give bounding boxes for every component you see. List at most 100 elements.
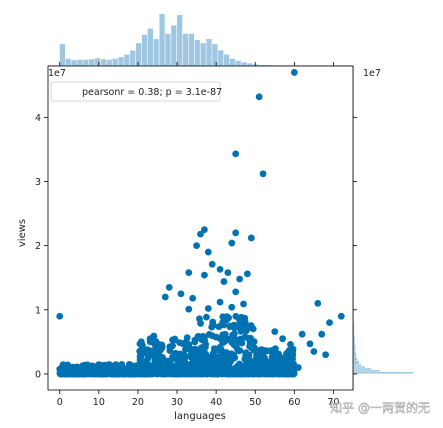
scatter-point [161,293,169,301]
scatter-point [289,351,297,359]
scatter-point [208,323,216,331]
scatter-point [220,321,228,329]
y-axis-label: views [17,219,28,247]
scatter-point [183,334,191,342]
scatter-point [228,356,236,364]
scatter-point [147,350,155,358]
y-hist-bar [353,344,356,352]
scatter-point [221,330,229,338]
scatter-point [240,300,247,308]
scatter-point [157,359,165,367]
scatter-point [116,362,124,369]
x-tick-label: 40 [210,397,222,408]
scatter-point [211,353,219,360]
x-hist-bar [182,33,189,66]
scatter-point [228,339,236,346]
scatter-point [269,346,277,354]
y-tick-label: 0 [35,369,41,380]
scatter-point [189,294,197,302]
scatter-point [204,248,212,256]
x-hist-bar [188,33,195,66]
scatter-point [222,357,230,365]
scatter-point [191,338,199,346]
scatter-point [298,330,306,338]
legend-box [50,81,221,102]
scatter-point [287,341,294,348]
scatter-points [56,69,345,378]
scatter-point [200,343,208,351]
x-hist-bar [194,40,200,66]
y-hist-scale-multiplier: 1e7 [363,68,381,79]
scatter-point [279,335,287,343]
scatter-point [259,170,267,178]
scatter-point [56,312,64,320]
scatter-point [183,342,190,350]
scatter-point [244,270,251,278]
scatter-point [247,234,255,242]
scatter-point [263,347,271,355]
x-hist-bar [141,34,148,66]
y-hist-bar [353,368,371,370]
x-hist-bar [71,60,77,66]
scatter-point [259,356,267,363]
legend-text: pearsonr = 0.38; p = 3.1e-87 [82,87,222,98]
scatter-point [199,351,207,359]
x-tick-label: 10 [93,397,105,408]
scatter-point [201,226,208,234]
scatter-point [201,271,208,279]
scatter-point [137,338,145,346]
scatter-point [275,350,283,358]
x-hist-bar [124,54,130,66]
scatter-point [322,351,330,359]
x-hist-bar [106,59,112,66]
x-hist-bar [65,58,71,66]
x-hist-bar [77,59,83,66]
x-hist-bar [223,54,230,66]
x-tick-label: 30 [171,397,183,408]
x-hist-bar [130,50,136,66]
scatter-point [255,93,263,101]
x-axis-label: languages [174,411,226,422]
x-hist-bar [177,15,183,66]
scatter-point [306,340,314,348]
y-scale-multiplier: 1e7 [48,68,66,79]
scatter-point [253,351,261,359]
x-hist-bar [159,14,165,66]
x-hist-bar [112,58,118,66]
x-hist-bar [147,28,153,67]
scatter-point [203,313,210,321]
scatter-point [232,150,240,158]
y-axis-ticks: 0 1 2 3 4 [35,113,357,380]
scatter-point [236,275,244,283]
y-tick-label: 1 [35,305,41,316]
x-hist-bar [171,25,177,66]
x-tick-label: 70 [327,397,339,408]
x-hist-bar [206,38,212,66]
scatter-point [166,343,174,351]
scatter-point [204,305,212,312]
scatter-point [208,260,216,268]
y-hist-bar [353,322,355,336]
x-hist-bar [118,57,124,66]
scatter-point [337,312,345,320]
scatter-point [235,360,243,368]
x-hist-bar [259,64,271,66]
scatter-point [153,355,161,363]
x-tick-label: 20 [132,397,144,408]
x-tick-label: 50 [249,397,261,408]
watermark-text: 知乎 @一两贺的无 [330,400,430,415]
scatter-point [166,359,174,367]
x-hist-bar [83,59,89,66]
x-hist-bar [100,59,107,66]
y-tick-label: 3 [35,177,41,188]
scatter-point [237,335,244,343]
x-axis-ticks: 0 10 20 30 40 50 60 70 [57,62,339,408]
scatter-point [310,348,318,355]
scatter-point [215,346,223,354]
scatter-point [290,69,298,76]
y-hist-bar [353,366,365,368]
scatter-point [326,319,333,327]
y-hist-bar [353,361,359,364]
scatter-point [271,328,279,336]
